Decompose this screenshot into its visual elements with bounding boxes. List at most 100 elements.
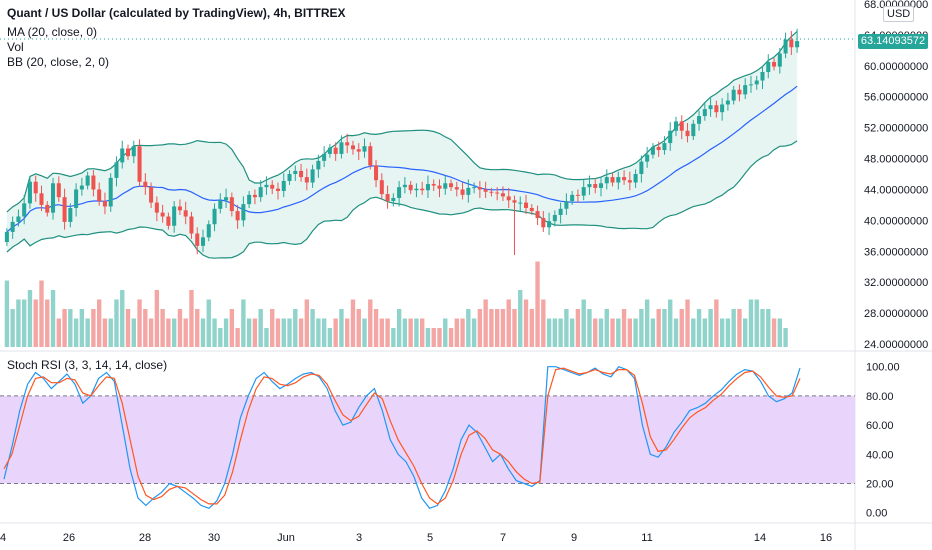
volume-bar [4,280,10,347]
moving-average-line [6,85,798,233]
volume-bar [408,318,413,347]
candle-body [252,194,257,198]
volume-bar [148,318,154,347]
candle-body [79,185,84,190]
volume-bar [448,328,454,347]
volume-bar [443,318,448,347]
volume-bar [564,309,569,347]
volume-bar [339,309,344,347]
candle-body [16,216,21,222]
candle-body [673,121,679,131]
candle-body [125,148,131,157]
volume-bar [650,318,656,347]
candle-body [414,188,419,191]
volume-bar [246,318,252,347]
stoch-rsi-axis-tick: 100.00 [866,362,900,374]
volume-bar [494,309,500,347]
volume-bar [419,318,425,347]
time-axis-tick: 30 [208,532,220,544]
candle-body [247,194,252,205]
stoch-rsi-legend[interactable]: Stoch RSI (3, 3, 14, 14, close) [7,358,168,372]
volume-bar [656,309,661,347]
volume-bar [587,309,592,347]
candle-body [229,197,234,212]
candle-body [472,187,477,189]
volume-bar [298,318,304,347]
currency-badge[interactable]: USD [883,6,915,22]
volume-bar [356,309,361,347]
volume-bar [310,309,315,347]
volume-bar [546,318,552,347]
stoch-rsi-pane[interactable] [0,365,855,510]
stoch-rsi-axis[interactable]: 100.00 80.00 60.00 40.00 20.00 0.00 [866,362,900,520]
volume-bar [189,290,194,347]
bollinger-upper-band [6,30,798,213]
volume-bar [160,309,165,347]
volume-bar [691,318,696,347]
candle-body [391,197,396,202]
candle-body [420,188,425,191]
volume-bar [760,309,765,347]
price-axis-tick: 56.00000000 [864,92,928,104]
volume-bar [258,309,263,347]
candle-body [56,183,61,198]
time-axis[interactable]: 4 26 28 30 Jun 3 5 7 9 11 14 16 [0,532,832,544]
volume-bar [373,309,379,347]
candle-body [593,184,598,188]
volume-bar [125,309,131,347]
candle-body [166,216,171,226]
candle-body [437,185,442,189]
candle-body [293,170,298,174]
volume-bar [114,299,119,347]
time-axis-tick: 11 [641,532,652,544]
volume-bar [725,318,731,347]
volume-bar [10,309,15,347]
candle-body [697,116,702,124]
volume-bar [616,318,621,347]
candle-body [581,187,586,196]
volume-bar [633,318,638,347]
volume-bar [345,318,350,347]
candle-body [454,187,459,190]
volume-bar [154,290,160,347]
candle-body [350,145,355,150]
candle-body [345,142,350,146]
candle-body [668,130,673,144]
candle-body [460,189,465,195]
volume-bar [552,318,558,347]
candle-body [97,189,102,202]
bb-legend[interactable]: BB (20, close, 2, 0) [7,55,110,69]
candlestick-series[interactable] [4,28,800,256]
volume-bar [68,309,73,347]
candle-body [356,149,361,152]
chart-title: Quant / US Dollar (calculated by Trading… [7,6,346,20]
volume-bar [639,309,644,347]
price-axis-tick: 44.00000000 [864,184,928,196]
candle-body [362,146,367,152]
candle-body [316,160,321,170]
volume-bar [321,318,327,347]
stoch-rsi-band [0,395,855,484]
time-axis-tick: 3 [356,532,362,544]
volume-bar [500,309,506,347]
time-axis-tick: 28 [139,532,151,544]
volume-bar [385,318,390,347]
candle-body [662,143,667,151]
candle-body [258,187,263,198]
volume-bar [523,299,529,347]
price-axis-tick: 32.00000000 [864,277,928,289]
candle-body [235,211,240,221]
time-axis-tick: 7 [500,532,506,544]
candle-body [535,211,540,219]
candle-body [304,177,309,183]
candle-body [650,146,655,155]
candle-body [22,203,27,217]
volume-bar [731,309,736,347]
candle-body [68,208,73,222]
candle-body [598,183,604,188]
candle-body [160,212,165,217]
candle-body [748,84,753,86]
volume-legend[interactable]: Vol [7,40,24,54]
ma-legend[interactable]: MA (20, close, 0) [7,25,98,39]
